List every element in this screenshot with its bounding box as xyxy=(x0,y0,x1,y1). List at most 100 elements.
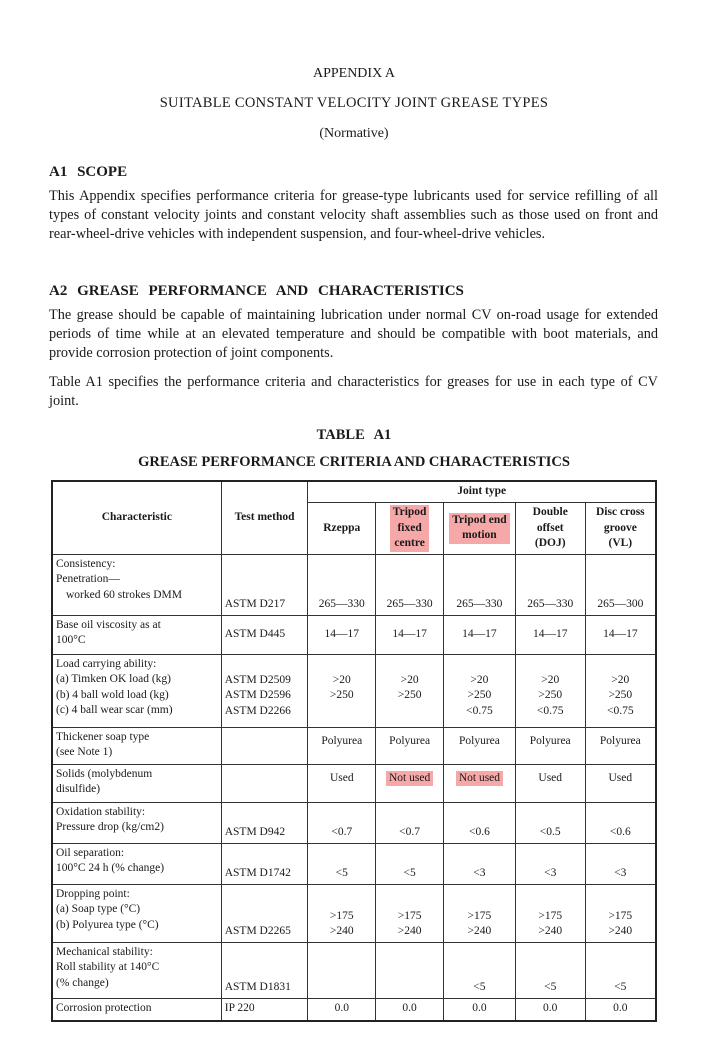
section: A1 SCOPE This Appendix specifies perform… xyxy=(49,164,658,254)
characteristic-cell: Load carrying ability: (a) Timken OK load… xyxy=(51,653,222,728)
cell-line: ASTM D217 xyxy=(224,598,286,610)
cell-line: motion xyxy=(462,529,497,542)
cell-line: Thickener soap type xyxy=(56,730,150,743)
characteristic-cell: Mechanical stability: Roll stability at 1… xyxy=(51,941,222,999)
cell-line: <0.75 xyxy=(536,704,564,717)
cell-line: Polyurea xyxy=(389,734,431,747)
value-cell: 0.0 xyxy=(375,997,445,1021)
cell-line: ASTM D445 xyxy=(224,627,286,640)
cell-line: >250 xyxy=(538,689,563,701)
header-row: Rzeppa Tripod fixed centre Tripod end motion D… xyxy=(52,502,657,555)
cell-line: >240 xyxy=(538,925,563,937)
value-cell: 265—330 xyxy=(307,553,377,616)
cell-line: 0.0 xyxy=(402,1002,417,1015)
cell-line: Oxidation stability: xyxy=(56,805,146,818)
cell-line: 0.0 xyxy=(543,1002,558,1015)
grease-table: Characteristic Test method Joint type Rzepp… xyxy=(51,480,657,1022)
value-cell: Not used xyxy=(375,763,445,803)
cell-line: Not used xyxy=(458,771,501,784)
test-method-cell xyxy=(220,763,309,803)
cell-line: ASTM D942 xyxy=(224,826,286,838)
cell-line: fixed xyxy=(397,521,422,534)
cell-line: Consistency: xyxy=(56,557,116,570)
value-cell: <0.6 xyxy=(443,801,516,844)
test-method-cell: ASTM D2265 xyxy=(220,883,309,943)
value-cell: >20 >250 <0.75 xyxy=(584,653,657,728)
cell-line: >20 xyxy=(332,673,351,686)
cell-line: (DOJ) xyxy=(534,537,566,549)
characteristic-cell: Consistency: Penetration— worked 60 stroke… xyxy=(51,553,222,616)
cell-line: <0.7 xyxy=(399,826,421,838)
cell-line: (% change) xyxy=(56,976,109,989)
cell-line: 0.0 xyxy=(613,1002,628,1015)
cell-line: Polyurea xyxy=(529,734,571,747)
value-cell: 265—330 xyxy=(375,553,445,616)
header-cell: Joint type xyxy=(307,480,657,503)
cell-line: ASTM D1742 xyxy=(224,867,291,879)
cell-line: Polyurea xyxy=(599,734,641,747)
table-row: Thickener soap type (see Note 1) Polyurea P… xyxy=(51,726,657,765)
cell-line: Disc cross xyxy=(595,506,645,518)
value-cell: 14—17 xyxy=(307,614,377,655)
section: A2 GREASE PERFORMANCE AND CHARACTERISTIC… xyxy=(49,283,658,421)
value-cell: 0.0 xyxy=(584,997,657,1021)
value-cell: >175 >240 xyxy=(307,883,377,943)
value-cell: 14—17 xyxy=(443,614,516,655)
header-cell: Tripod fixed centre xyxy=(375,502,445,555)
cell-line: 14—17 xyxy=(603,627,638,640)
test-method-cell: ASTM D217 xyxy=(220,553,309,616)
cell-line: 265—330 xyxy=(456,598,503,610)
value-cell: 14—17 xyxy=(514,614,586,655)
cell-line: <5 xyxy=(614,981,627,993)
highlight: Not used xyxy=(455,770,504,786)
cell-line: 100°C 24 h (% change) xyxy=(56,862,165,874)
test-method-cell: ASTM D1742 xyxy=(220,842,309,885)
cell-line: (a) Timken OK load (kg) xyxy=(56,673,171,685)
cell-line: <0.5 xyxy=(539,826,561,838)
cell-line: 265—330 xyxy=(386,598,433,610)
value-cell: <5 xyxy=(443,941,516,999)
cell-line: >175 xyxy=(329,909,354,922)
cell-line: <0.75 xyxy=(607,704,634,717)
cell-line: Pressure drop (kg/cm2) xyxy=(56,821,164,833)
value-cell: 14—17 xyxy=(584,614,657,655)
value-cell: Used xyxy=(514,763,586,803)
cell-line: >250 xyxy=(608,689,633,701)
cell-line: 14—17 xyxy=(324,627,360,640)
value-cell: Polyurea xyxy=(375,726,445,765)
value-cell: >20 >250 <0.75 xyxy=(514,653,586,728)
value-cell: <5 xyxy=(514,941,586,999)
value-cell: Used xyxy=(584,763,657,803)
cell-line: >175 xyxy=(538,909,563,922)
test-method-cell: ASTM D445 xyxy=(220,614,309,655)
cell-line: Roll stability at 140°C xyxy=(56,961,160,973)
cell-line: (see Note 1) xyxy=(56,746,113,758)
value-cell: <3 xyxy=(584,842,657,885)
cell-line: Used xyxy=(608,771,633,784)
table-title: GREASE PERFORMANCE CRITERIA AND CHARACTE… xyxy=(138,454,570,470)
value-cell: >20 >250 xyxy=(375,653,445,728)
header-cell: Test method xyxy=(220,480,309,555)
value-cell: Polyurea xyxy=(307,726,377,765)
cell-line: >20 xyxy=(541,673,560,686)
header-cell: Double offset (DOJ) xyxy=(514,502,586,555)
cell-line: ASTM D1831 xyxy=(224,981,291,993)
table-row: Oil separation: 100°C 24 h (% change) ASTM… xyxy=(51,842,657,885)
appendix-label: APPENDIX A xyxy=(312,66,396,81)
cell-line: Load carrying ability: xyxy=(56,657,157,670)
value-cell xyxy=(375,941,445,999)
cell-line: ASTM D2266 xyxy=(224,704,291,717)
cell-line: <5 xyxy=(473,981,486,993)
characteristic-cell: Corrosion protection xyxy=(51,997,222,1021)
header-cell: Disc cross groove (VL) xyxy=(584,502,657,555)
cell-line: >240 xyxy=(329,925,354,937)
value-cell: >20 >250 <0.75 xyxy=(443,653,516,728)
cell-line: >240 xyxy=(608,925,633,937)
cell-line: <3 xyxy=(614,867,627,879)
paragraph: Table A1 specifies the performance crite… xyxy=(49,374,658,409)
cell-line: ASTM D2596 xyxy=(224,689,291,701)
cell-line: groove xyxy=(603,521,637,534)
value-cell: <0.6 xyxy=(584,801,657,844)
test-method-cell: ASTM D1831 xyxy=(220,941,309,999)
cell-line: IP 220 xyxy=(224,1002,255,1015)
